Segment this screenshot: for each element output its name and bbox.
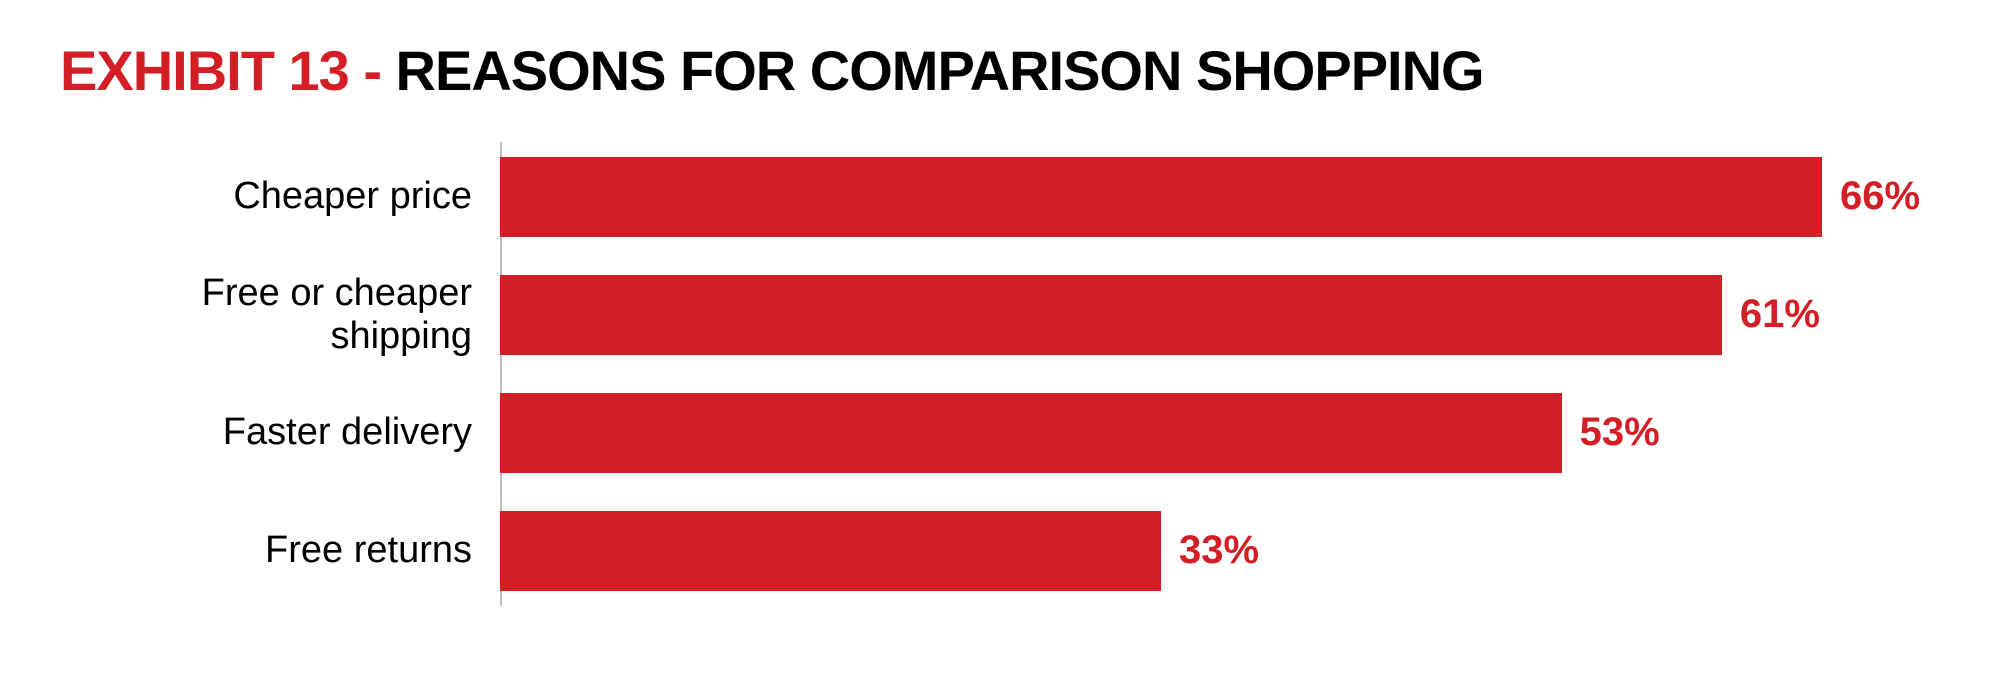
title-prefix: EXHIBIT 13 - xyxy=(60,39,396,102)
category-label: Faster delivery xyxy=(60,411,500,454)
bar xyxy=(500,157,1822,237)
bar-row: Faster delivery 53% xyxy=(60,388,1940,478)
category-label: Free returns xyxy=(60,529,500,572)
category-label: Cheaper price xyxy=(60,175,500,218)
bar-track: 61% xyxy=(500,270,1940,360)
category-label: Free or cheaper shipping xyxy=(60,272,500,358)
bar-row: Free or cheaper shipping 61% xyxy=(60,270,1940,360)
bar-row: Free returns 33% xyxy=(60,506,1940,596)
bar-track: 33% xyxy=(500,506,1940,596)
bar-track: 66% xyxy=(500,152,1940,242)
bar xyxy=(500,275,1722,355)
value-label: 66% xyxy=(1840,174,1920,219)
bar-row: Cheaper price 66% xyxy=(60,152,1940,242)
value-label: 61% xyxy=(1740,292,1820,337)
title-main: REASONS FOR COMPARISON SHOPPING xyxy=(396,39,1484,102)
value-label: 53% xyxy=(1580,410,1660,455)
bar xyxy=(500,393,1562,473)
bar xyxy=(500,511,1161,591)
bar-chart: Cheaper price 66% Free or cheaper shippi… xyxy=(60,152,1940,596)
chart-title: EXHIBIT 13 - REASONS FOR COMPARISON SHOP… xyxy=(60,40,1940,102)
bar-track: 53% xyxy=(500,388,1940,478)
value-label: 33% xyxy=(1179,528,1259,573)
